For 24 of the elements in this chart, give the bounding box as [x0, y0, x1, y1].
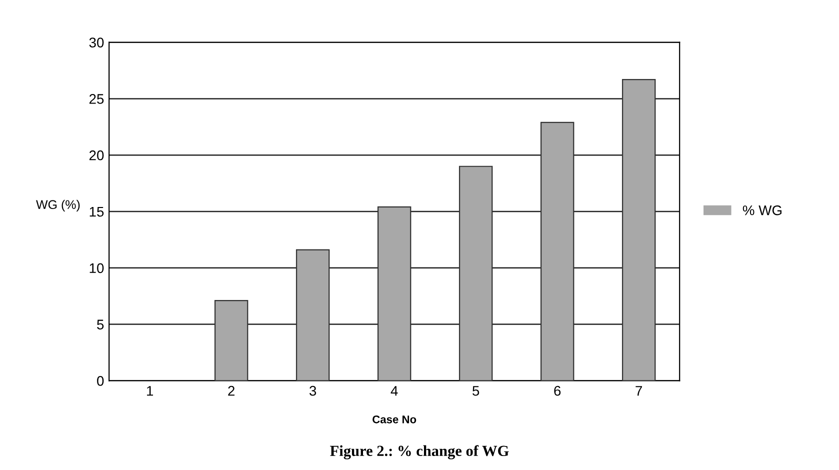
- legend-label: % WG: [742, 205, 782, 216]
- bar: [458, 166, 493, 381]
- bar: [296, 249, 330, 381]
- x-axis-title: Case No: [372, 415, 416, 424]
- y-tick-label: 5: [97, 320, 104, 330]
- x-tick-label: 2: [228, 386, 234, 396]
- x-tick-label: 4: [390, 386, 398, 396]
- y-tick-label: 30: [89, 38, 104, 48]
- y-tick-label: 25: [89, 94, 104, 104]
- x-tick-label: 3: [309, 386, 316, 396]
- bar: [540, 122, 574, 381]
- y-tick-label: 20: [89, 150, 104, 160]
- bar: [377, 206, 412, 381]
- x-tick-label: 1: [147, 386, 154, 396]
- x-tick-label: 6: [554, 386, 561, 396]
- bar: [214, 300, 248, 381]
- x-tick-label: 7: [636, 386, 642, 396]
- y-tick-label: 15: [90, 206, 104, 217]
- y-tick-label: 0: [97, 376, 104, 386]
- text: Figure 2.: % change of WG: [330, 445, 509, 460]
- y-axis-title: WG (%): [36, 200, 80, 212]
- bar: [622, 78, 656, 381]
- y-tick-label: 10: [90, 263, 104, 274]
- x-tick-label: 5: [472, 386, 480, 396]
